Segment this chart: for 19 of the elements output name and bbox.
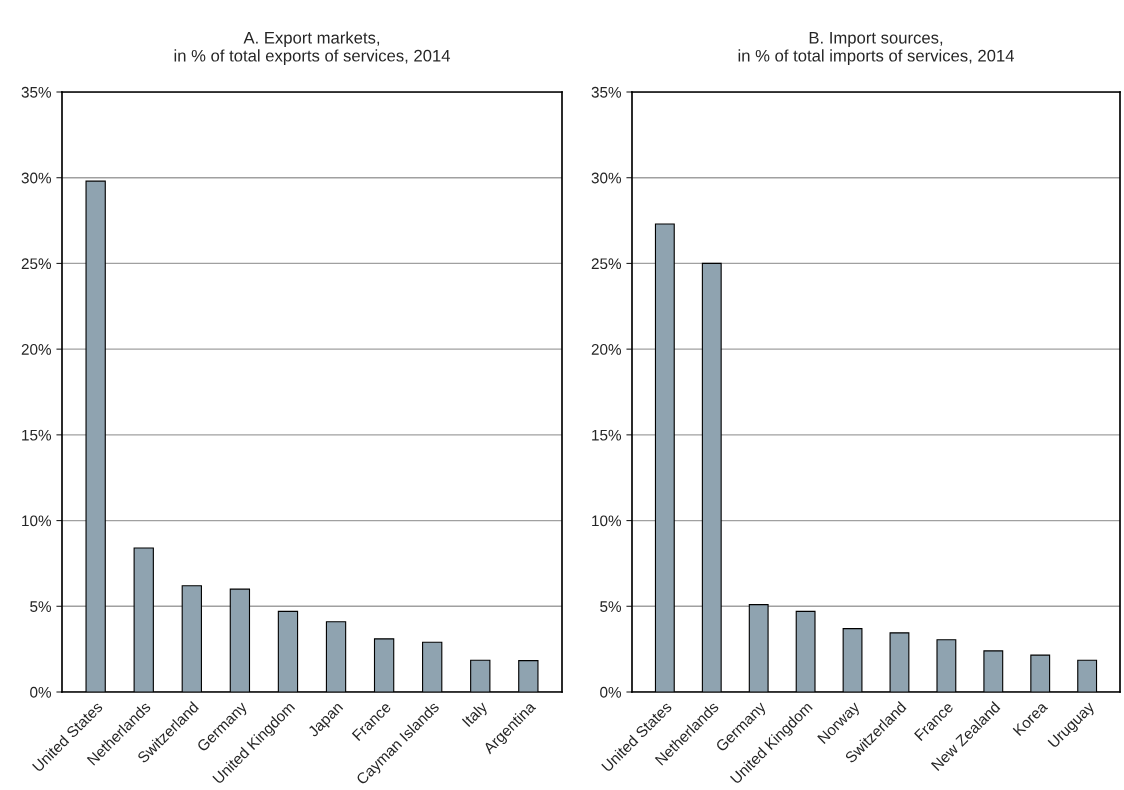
y-tick-label: 25% [21, 258, 52, 270]
y-tick-label: 20% [21, 344, 52, 355]
y-tick-label: 20% [591, 344, 622, 355]
chart-title: B. Import sources, in % of total imports of services, 2014 [738, 32, 1015, 65]
y-tick-label: 25% [591, 258, 622, 270]
y-tick-label: 0% [600, 686, 622, 698]
y-tick-label: 5% [600, 601, 622, 612]
y-tick-label: 5% [30, 601, 52, 612]
y-tick-label: 15% [592, 429, 622, 441]
y-tick-label: 10% [592, 515, 622, 527]
y-tick-label: 30% [21, 172, 52, 184]
x-tick-label: Italy [461, 700, 491, 730]
chart-title: A. Export markets, in % of total exports of services, 2014 [174, 31, 451, 65]
y-tick-label: 15% [22, 429, 52, 441]
y-tick-label: 35% [21, 86, 52, 98]
y-tick-label: 30% [591, 172, 622, 184]
y-tick-label: 10% [22, 515, 52, 527]
y-tick-label: 35% [591, 86, 622, 98]
y-tick-label: 0% [30, 686, 52, 698]
